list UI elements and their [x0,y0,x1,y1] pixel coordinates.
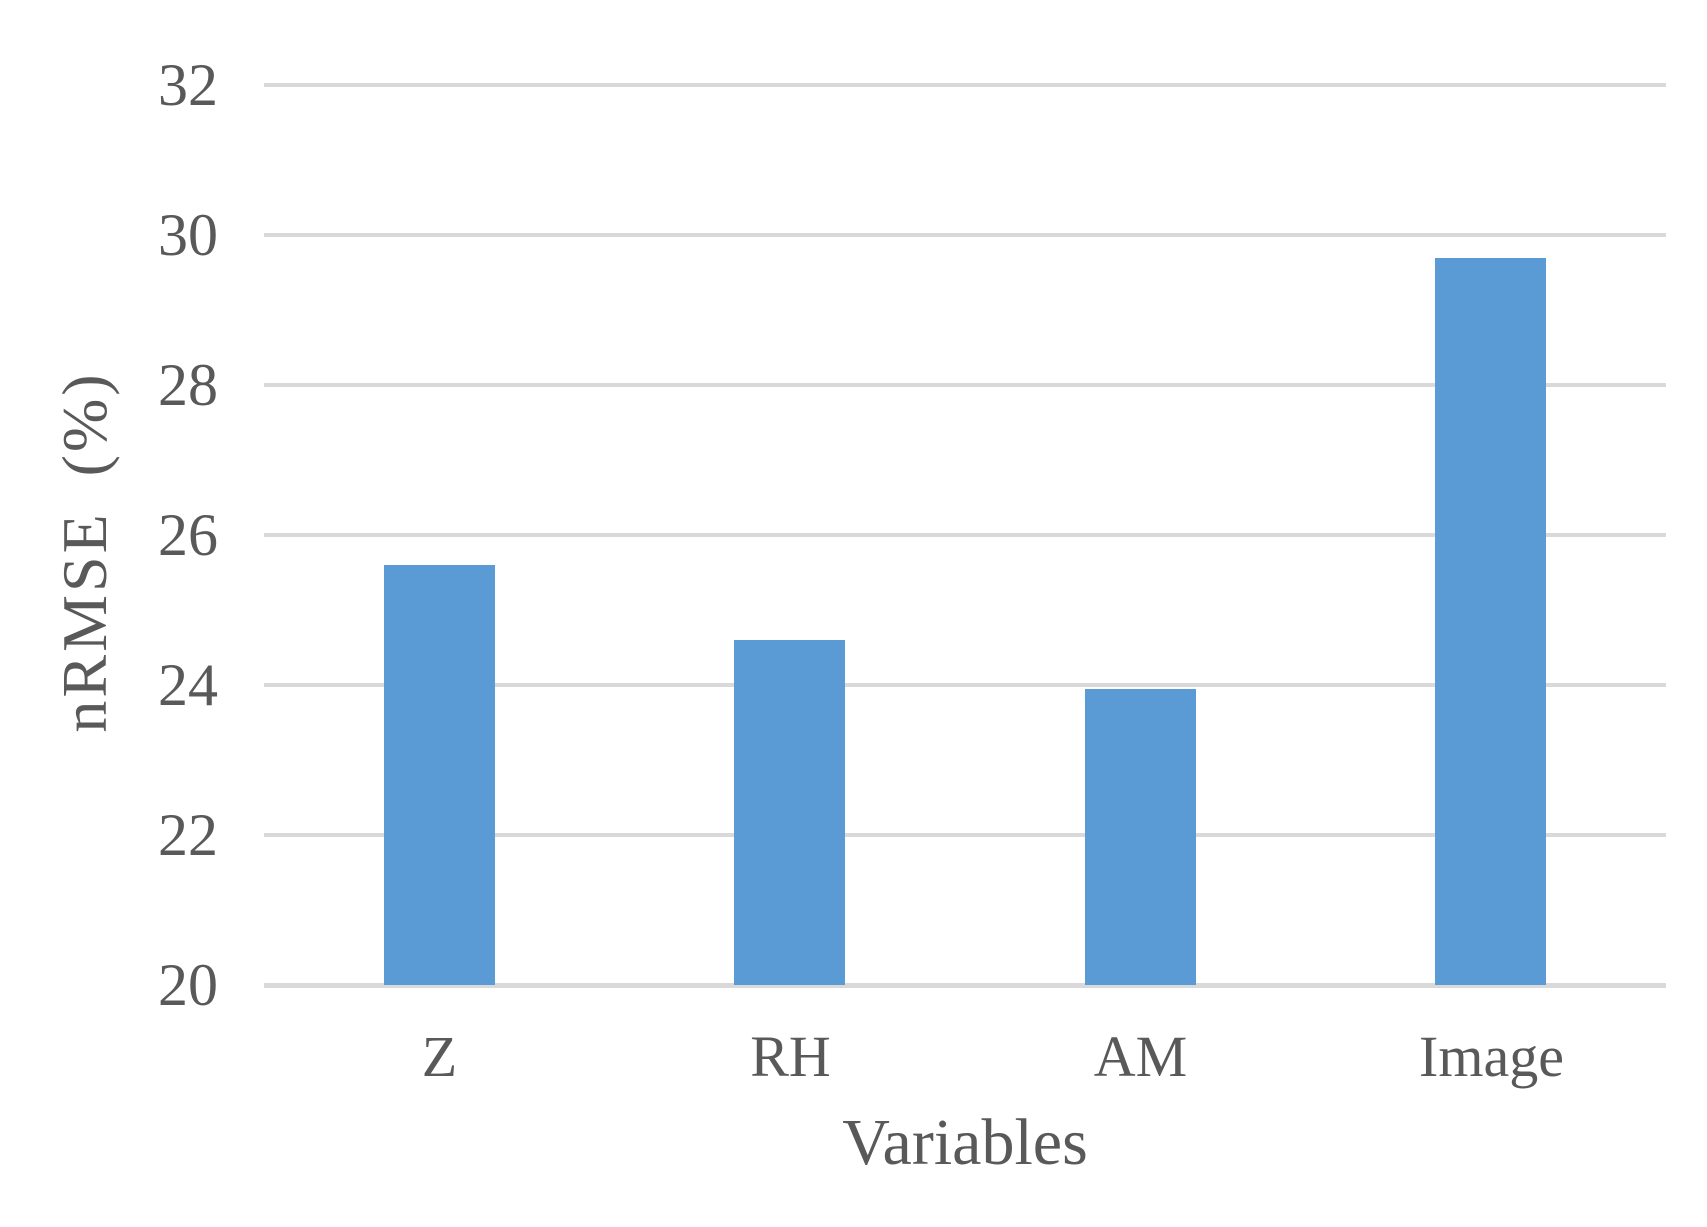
x-axis-title: Variables [842,1106,1088,1179]
gridline-y-24 [264,683,1666,687]
gridline-y-22 [264,833,1666,837]
gridline-y-26 [264,533,1666,537]
y-tick-label-20: 20 [158,952,218,1018]
bar-rh [734,640,845,985]
bar-z [384,565,495,985]
y-tick-label-30: 30 [158,202,218,268]
x-category-label-am: AM [1093,1024,1188,1089]
bar-image [1435,258,1546,985]
y-tick-label-22: 22 [158,802,218,868]
gridline-y-30 [264,233,1666,237]
y-tick-label-32: 32 [158,52,218,118]
x-axis-line [264,983,1666,988]
gridline-y-32 [264,83,1666,87]
x-category-label-rh: RH [750,1024,831,1089]
y-tick-label-26: 26 [158,502,218,568]
x-category-label-z: Z [421,1024,458,1089]
y-tick-label-24: 24 [158,652,218,718]
y-tick-label-28: 28 [158,352,218,418]
gridline-y-28 [264,383,1666,387]
bar-am [1085,689,1196,985]
x-category-label-image: Image [1419,1024,1564,1089]
plot-area [264,83,1666,988]
